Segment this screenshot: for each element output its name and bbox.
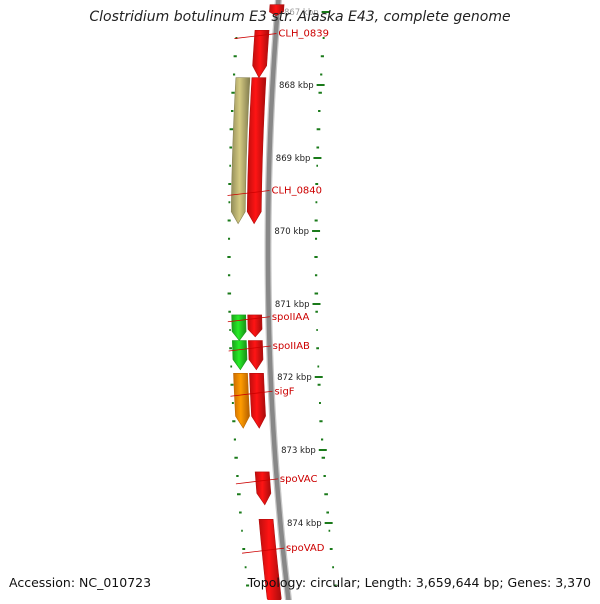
gene-arrow[interactable]	[248, 340, 264, 371]
label-leader-line	[241, 547, 285, 554]
tick-label: 871 kbp	[275, 300, 310, 310]
gene-label[interactable]: spoIIAA	[272, 312, 310, 323]
label-leader-line	[227, 316, 270, 323]
gene-arrow[interactable]	[246, 77, 267, 225]
accession-text: Accession: NC_010723	[9, 575, 152, 590]
gene-label[interactable]: spoVAC	[280, 474, 318, 485]
gene-arrow[interactable]	[230, 77, 251, 225]
gene-arrow[interactable]	[249, 373, 266, 429]
tick-label: 872 kbp	[277, 373, 312, 383]
tick-label: 868 kbp	[279, 81, 314, 91]
gene-label[interactable]: CLH_0839	[278, 29, 329, 40]
gene-label[interactable]: spoIIAB	[273, 341, 310, 352]
gc-track-inner	[314, 37, 337, 587]
label-leader-line	[234, 33, 277, 39]
tick-label: 869 kbp	[276, 154, 311, 164]
gene-label[interactable]: sigF	[274, 386, 294, 397]
gene-label[interactable]: spoVAD	[286, 543, 325, 554]
label-leader-line	[227, 190, 270, 196]
gene-arrow[interactable]	[258, 519, 282, 604]
tick-label: 873 kbp	[281, 446, 316, 456]
label-leader-line	[230, 390, 273, 397]
gene-arrow[interactable]	[269, 4, 285, 16]
gc-track-outer	[227, 37, 250, 587]
gene-arrow[interactable]	[232, 340, 248, 371]
gene-arrow[interactable]	[252, 29, 270, 79]
backbone-arc	[265, 0, 292, 604]
tick-scale: 867 kbp 868 kbp 869 kbp 870 kbp 871 kbp 872 k…	[274, 8, 333, 529]
gene-arrow[interactable]	[231, 314, 247, 341]
gene-label[interactable]: CLH_0840	[272, 186, 323, 197]
tick-label: 874 kbp	[287, 519, 322, 529]
gene-arrow[interactable]	[233, 373, 250, 429]
gene-features	[230, 4, 285, 604]
tick-label: 867 kbp	[284, 8, 319, 18]
label-leader-line	[235, 478, 278, 485]
gene-arrow[interactable]	[254, 471, 272, 506]
genome-title: Clostridium botulinum E3 str. Alaska E43…	[89, 9, 511, 25]
genome-summary-text: Topology: circular; Length: 3,659,644 bp…	[247, 575, 591, 590]
tick-label: 870 kbp	[274, 227, 309, 237]
gene-labels: CLH_0839 CLH_0840 spoIIAA spoIIAB sigF spoVAC…	[227, 29, 329, 554]
gene-arrow[interactable]	[247, 314, 263, 338]
label-leader-line	[228, 345, 271, 352]
